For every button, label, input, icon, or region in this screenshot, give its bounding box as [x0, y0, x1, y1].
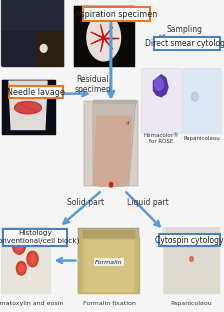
- Text: Hematoxylin and eosin: Hematoxylin and eosin: [0, 301, 63, 306]
- Text: Papanicolaou: Papanicolaou: [171, 301, 212, 306]
- Ellipse shape: [40, 45, 47, 52]
- Text: Formalin: Formalin: [95, 260, 123, 265]
- FancyBboxPatch shape: [3, 228, 67, 246]
- Bar: [84, 101, 138, 186]
- Bar: [2, 80, 55, 134]
- FancyBboxPatch shape: [9, 86, 63, 98]
- Text: Sampling: Sampling: [167, 25, 203, 34]
- Polygon shape: [153, 75, 168, 97]
- Bar: [2, 228, 50, 293]
- Text: Residual
specimen: Residual specimen: [75, 75, 111, 94]
- Bar: [74, 6, 134, 66]
- Text: Liquid part: Liquid part: [127, 198, 169, 207]
- FancyBboxPatch shape: [154, 37, 220, 50]
- Circle shape: [190, 256, 193, 261]
- Circle shape: [19, 265, 24, 272]
- Bar: [78, 228, 139, 293]
- Bar: [164, 228, 219, 293]
- Text: Solid part: Solid part: [67, 198, 104, 207]
- Circle shape: [16, 240, 22, 250]
- Text: Needle lavage: Needle lavage: [7, 88, 65, 96]
- Circle shape: [30, 255, 35, 263]
- Circle shape: [16, 261, 26, 275]
- Text: cf: cf: [125, 121, 130, 126]
- Circle shape: [192, 92, 198, 101]
- FancyBboxPatch shape: [159, 234, 220, 246]
- Circle shape: [87, 14, 121, 61]
- Text: Aspiration specimen: Aspiration specimen: [75, 10, 158, 18]
- Polygon shape: [9, 81, 47, 129]
- Circle shape: [27, 251, 38, 267]
- Text: Hemacolor®
for ROSE: Hemacolor® for ROSE: [144, 134, 179, 144]
- Polygon shape: [93, 103, 136, 187]
- Circle shape: [110, 183, 113, 187]
- Bar: [142, 69, 181, 133]
- Polygon shape: [93, 115, 132, 187]
- Text: Formalin fixation: Formalin fixation: [83, 301, 136, 306]
- Ellipse shape: [15, 101, 41, 114]
- Text: Histology
(conventional/cell block): Histology (conventional/cell block): [0, 230, 79, 244]
- Text: Direct smear cytology: Direct smear cytology: [145, 39, 224, 48]
- Circle shape: [155, 78, 164, 90]
- Text: Papanicolaou: Papanicolaou: [183, 136, 220, 141]
- Bar: [183, 69, 221, 133]
- Text: Cytospin cytology: Cytospin cytology: [155, 236, 224, 245]
- Circle shape: [12, 236, 26, 254]
- Bar: [1, 0, 64, 66]
- FancyBboxPatch shape: [83, 7, 150, 21]
